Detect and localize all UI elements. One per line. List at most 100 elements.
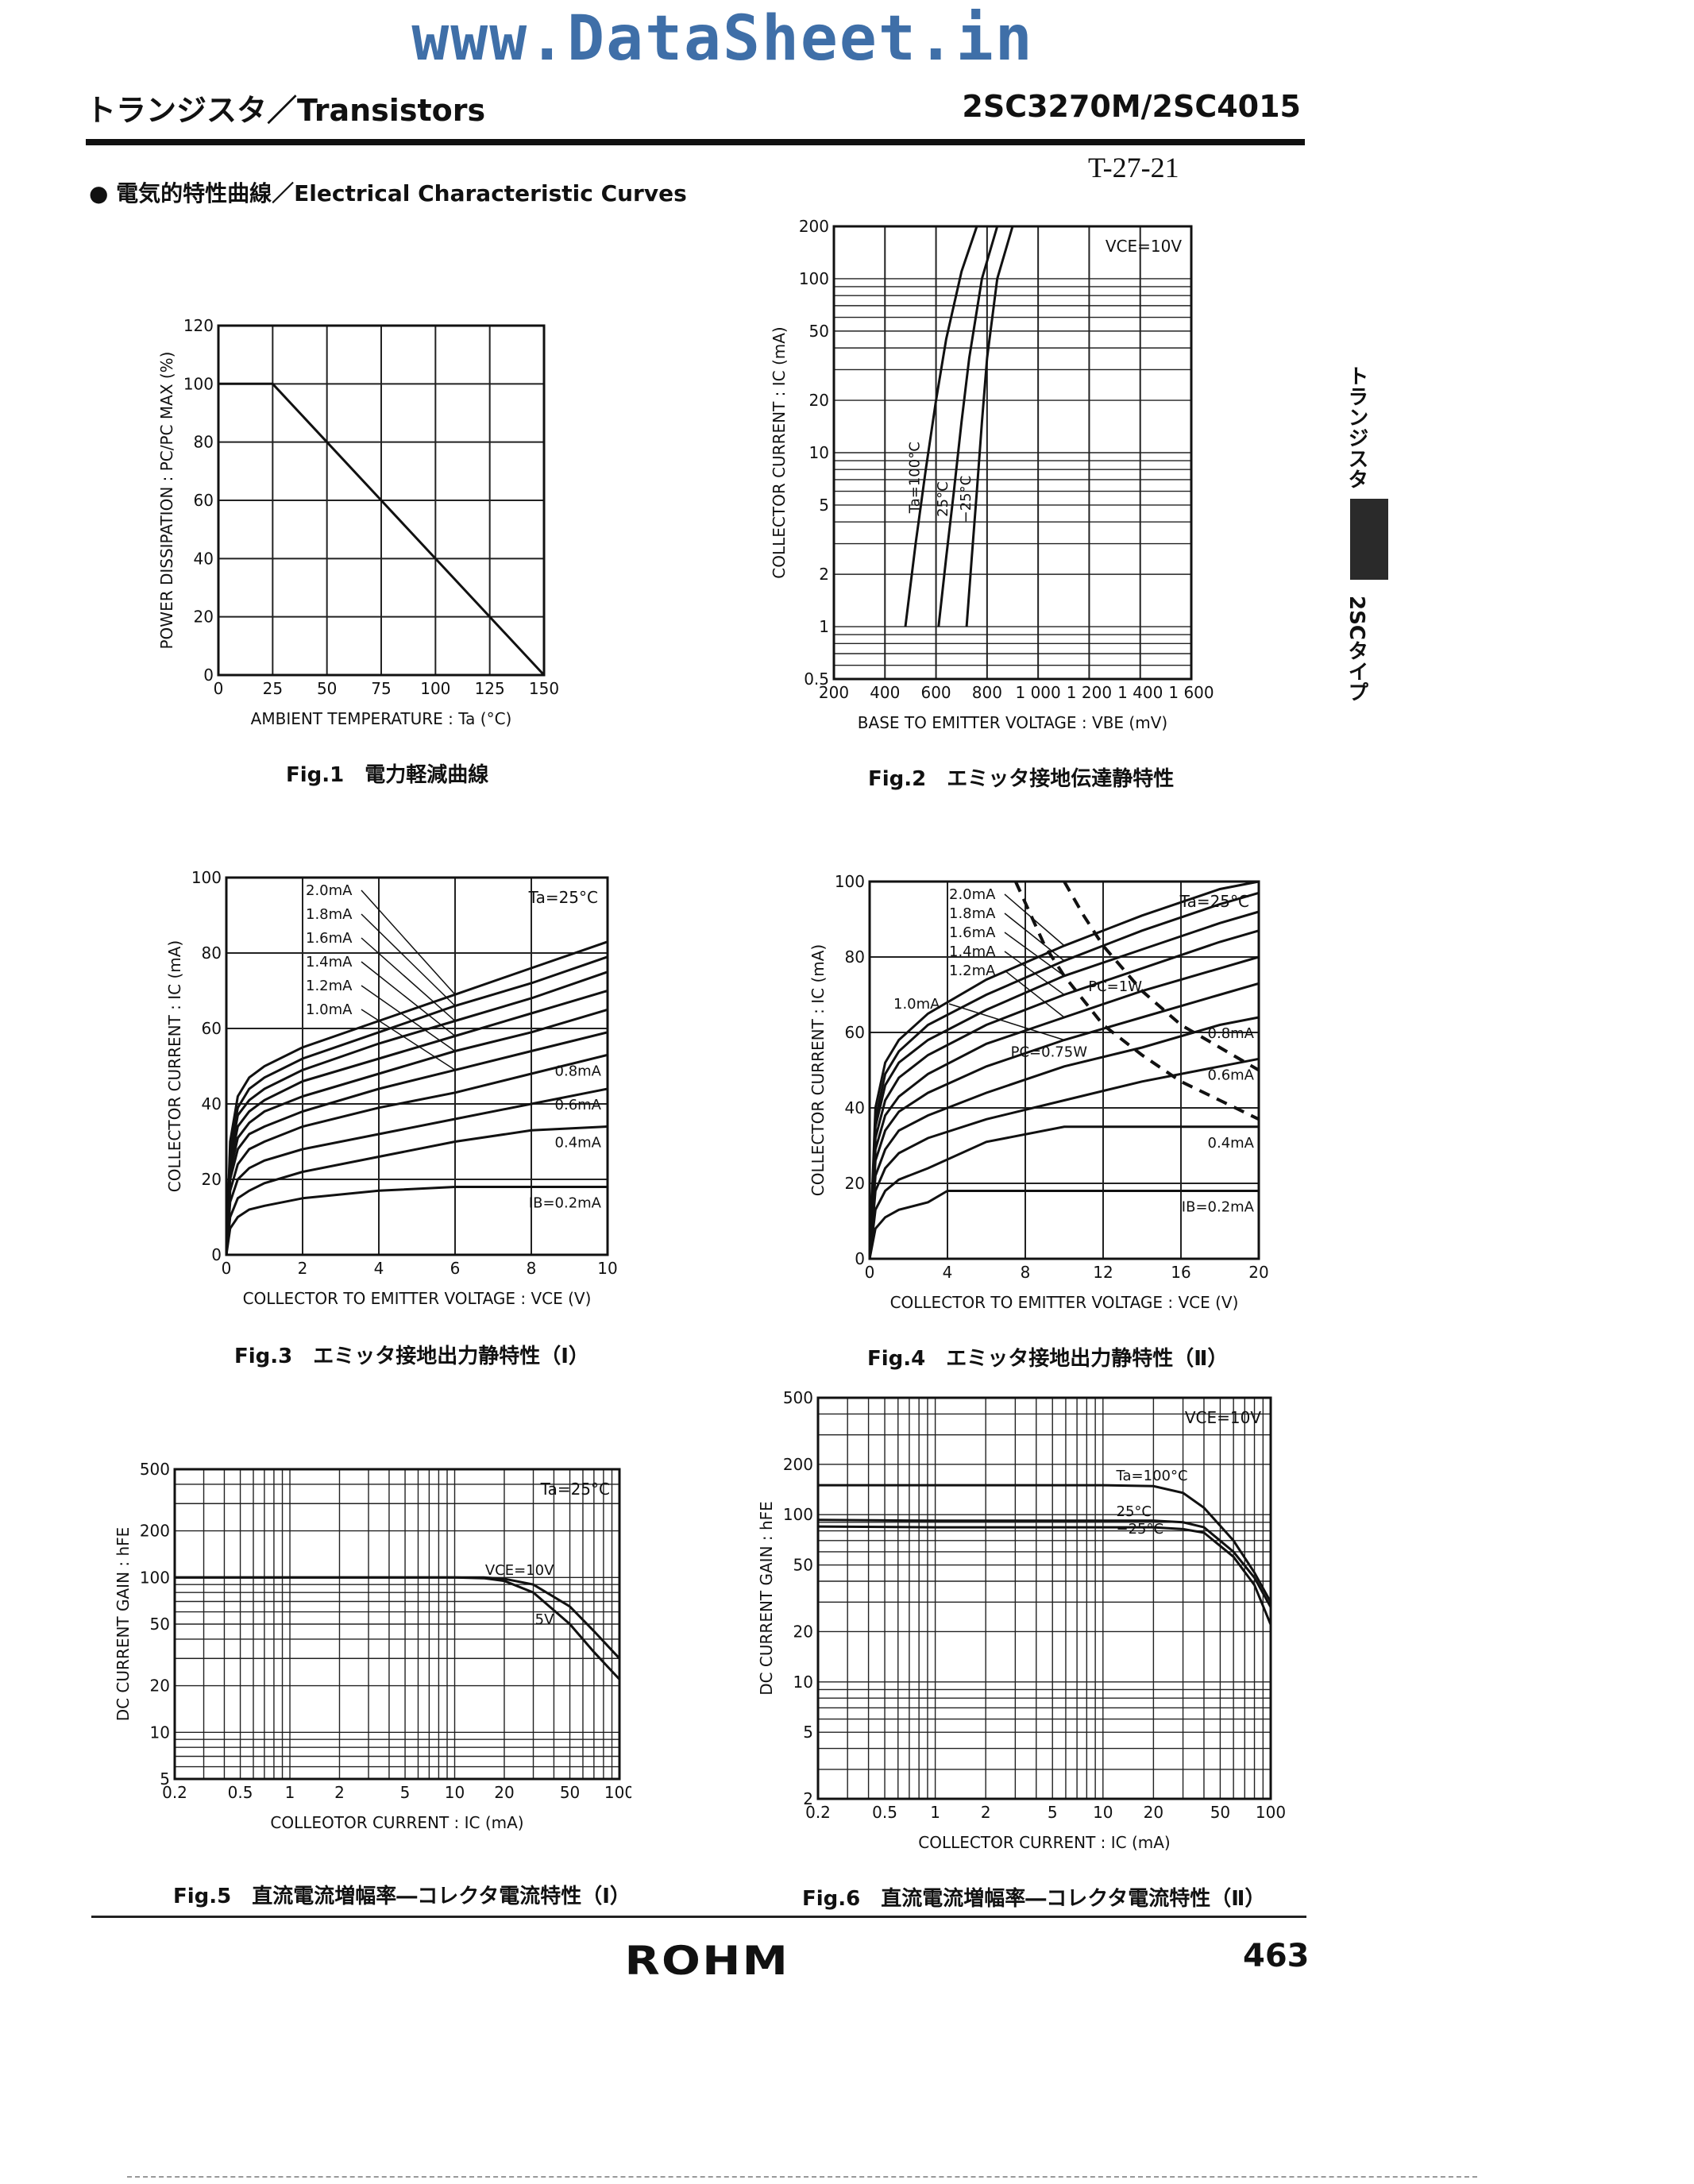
scan-edge-line — [127, 2176, 1477, 2179]
fig4-power-curve — [1063, 881, 1260, 1072]
fig1-ytick-label: 80 — [194, 433, 214, 452]
fig1-series-line — [218, 382, 546, 677]
fig6-xtick-label: 5 — [1048, 1803, 1058, 1822]
fig3-series-label: 0.4mA — [555, 1135, 602, 1152]
fig1-xtick-label: 75 — [371, 679, 391, 698]
document-code: T-27-21 — [1088, 152, 1179, 183]
fig3-caption: Fig.3 エミッタ接地出力静特性（Ⅰ） — [234, 1345, 589, 1368]
fig4-xtick-label: 12 — [1093, 1263, 1113, 1282]
fig2-xtick-label: 1 600 — [1168, 683, 1214, 702]
fig4-series-label: 0.4mA — [1208, 1135, 1255, 1152]
fig2-xtick-label: 200 — [819, 683, 849, 702]
fig5-ytick-label: 10 — [150, 1723, 170, 1742]
fig6-series-label: 25°C — [1117, 1503, 1152, 1520]
fig5-xtick-label: 0.2 — [162, 1783, 187, 1802]
fig3-series-label: 2.0mA — [306, 882, 353, 899]
fig4-series-label: 0.6mA — [1208, 1067, 1255, 1083]
fig5-xtick-label: 100 — [604, 1783, 631, 1802]
fig4-ytick-label: 100 — [835, 872, 865, 891]
fig4-series-label: 1.6mA — [949, 924, 996, 941]
fig2-annotation: VCE=10V — [1106, 237, 1182, 256]
fig4-xlabel: COLLECTOR TO EMITTER VOLTAGE : VCE (V) — [890, 1293, 1239, 1312]
fig6-ytick-label: 100 — [783, 1505, 813, 1524]
fig2-chart: 200 400 600 800 1 000 1 200 1 400 1 600 0.5 1 2 5 10… — [770, 217, 1214, 732]
fig4-ytick-label: 40 — [845, 1098, 865, 1117]
fig5-xtick-label: 10 — [445, 1783, 465, 1802]
fig6-ylabel: DC CURRENT GAIN : hFE — [757, 1501, 776, 1696]
fig4-ylabel: COLLECTOR CURRENT : IC (mA) — [808, 944, 828, 1196]
fig1-xtick-label: 25 — [263, 679, 283, 698]
fig2-series-line — [937, 226, 999, 627]
fig2-series-label: −25°C — [958, 476, 974, 523]
fig5-xtick-label: 5 — [400, 1783, 411, 1802]
fig2-ytick-label: 10 — [809, 443, 829, 462]
fig6-ytick-label: 50 — [793, 1556, 813, 1575]
fig4-series-line — [868, 929, 1260, 1260]
fig2-ytick-label: 1 — [819, 617, 829, 636]
fig5-xlabel: COLLEOTOR CURRENT : IC (mA) — [270, 1813, 523, 1832]
fig5-series-label: VCE=10V — [485, 1562, 554, 1579]
fig3-leader-line — [361, 913, 456, 1007]
fig3-series-label: 1.2mA — [306, 978, 353, 994]
fig4-leader-line — [1004, 913, 1065, 962]
fig1-ytick-label: 100 — [183, 374, 214, 393]
fig3-ytick-label: 20 — [202, 1170, 222, 1189]
fig5-ytick-label: 20 — [150, 1677, 170, 1696]
fig5-series-line — [175, 1576, 621, 1680]
fig4-series-line — [868, 982, 1260, 1260]
fig5-frame — [173, 1468, 621, 1781]
fig1-ytick-label: 40 — [194, 549, 214, 568]
fig1-ytick-label: 20 — [194, 608, 214, 627]
fig6-xtick-label: 50 — [1210, 1803, 1230, 1822]
site-watermark: www.DataSheet.in — [411, 3, 1034, 75]
fig3-ytick-label: 40 — [202, 1094, 222, 1113]
fig4-series-label: 1.4mA — [949, 943, 996, 960]
fig3-leader-line — [361, 1009, 456, 1071]
fig5-ytick-label: 50 — [150, 1615, 170, 1634]
fig2-xtick-label: 600 — [920, 683, 951, 702]
fig1-chart: 0 25 50 75 100 125 150 0 20 40 60 80 100 120 AMBIENT T… — [157, 316, 559, 728]
fig4-power-label: PC=0.75W — [1011, 1044, 1088, 1061]
fig2-xtick-label: 800 — [972, 683, 1002, 702]
fig5-annotation: Ta=25°C — [540, 1480, 610, 1499]
fig5-xtick-label: 0.5 — [228, 1783, 253, 1802]
fig2-series-label: Ta=100°C — [907, 442, 924, 514]
fig6-xtick-label: 0.5 — [872, 1803, 897, 1822]
section-title: ● 電気的特性曲線／Electrical Characteristic Curv… — [89, 180, 687, 206]
fig1-xtick-label: 150 — [529, 679, 559, 698]
fig5-series-label: 5V — [535, 1611, 554, 1628]
fig3-leader-line — [361, 937, 456, 1022]
header-rule — [86, 139, 1305, 145]
fig2-xtick-label: 1 200 — [1067, 683, 1112, 702]
fig3-leader-line — [361, 961, 456, 1037]
fig2-xlabel: BASE TO EMITTER VOLTAGE : VBE (mV) — [858, 713, 1167, 732]
side-tab-bottom: 2SCタイプ — [1345, 596, 1368, 702]
fig3-series-line — [225, 1008, 608, 1256]
fig2-ytick-label: 20 — [809, 391, 829, 410]
fig4-series-label: 0.8mA — [1208, 1025, 1255, 1042]
fig4-xtick-label: 4 — [943, 1263, 953, 1282]
fig3-leader-line — [361, 985, 456, 1052]
fig4-ytick-label: 0 — [855, 1249, 865, 1268]
fig4-series-line — [868, 1016, 1260, 1260]
fig2-xtick-label: 400 — [870, 683, 900, 702]
fig6-series-label: −25°C — [1117, 1521, 1164, 1538]
fig4-power-label: PC=1W — [1088, 978, 1142, 995]
fig3-ytick-label: 80 — [202, 943, 222, 963]
fig6-annotation: VCE=10V — [1185, 1408, 1261, 1427]
fig2-caption: Fig.2 エミッタ接地伝達静特性 — [868, 767, 1175, 791]
fig5-xtick-label: 20 — [494, 1783, 514, 1802]
rohm-logo: ROHM — [624, 1938, 790, 1984]
fig6-frame — [816, 1396, 1272, 1800]
fig4-series-label: IB=0.2mA — [1182, 1199, 1255, 1216]
fig4-power-curve — [1013, 881, 1260, 1121]
fig4-series-line — [868, 880, 1260, 1260]
fig6-ytick-label: 10 — [793, 1673, 813, 1692]
fig3-xtick-label: 10 — [597, 1259, 617, 1278]
fig4-leader-line — [1004, 970, 1065, 1018]
fig1-ylabel: POWER DISSIPATION : PC/PC MAX (%) — [157, 352, 176, 650]
fig3-annotation: Ta=25°C — [528, 888, 598, 907]
fig4-series-line — [868, 1190, 1259, 1260]
fig4-xtick-label: 8 — [1021, 1263, 1031, 1282]
fig2-ytick-label: 2 — [819, 565, 829, 584]
